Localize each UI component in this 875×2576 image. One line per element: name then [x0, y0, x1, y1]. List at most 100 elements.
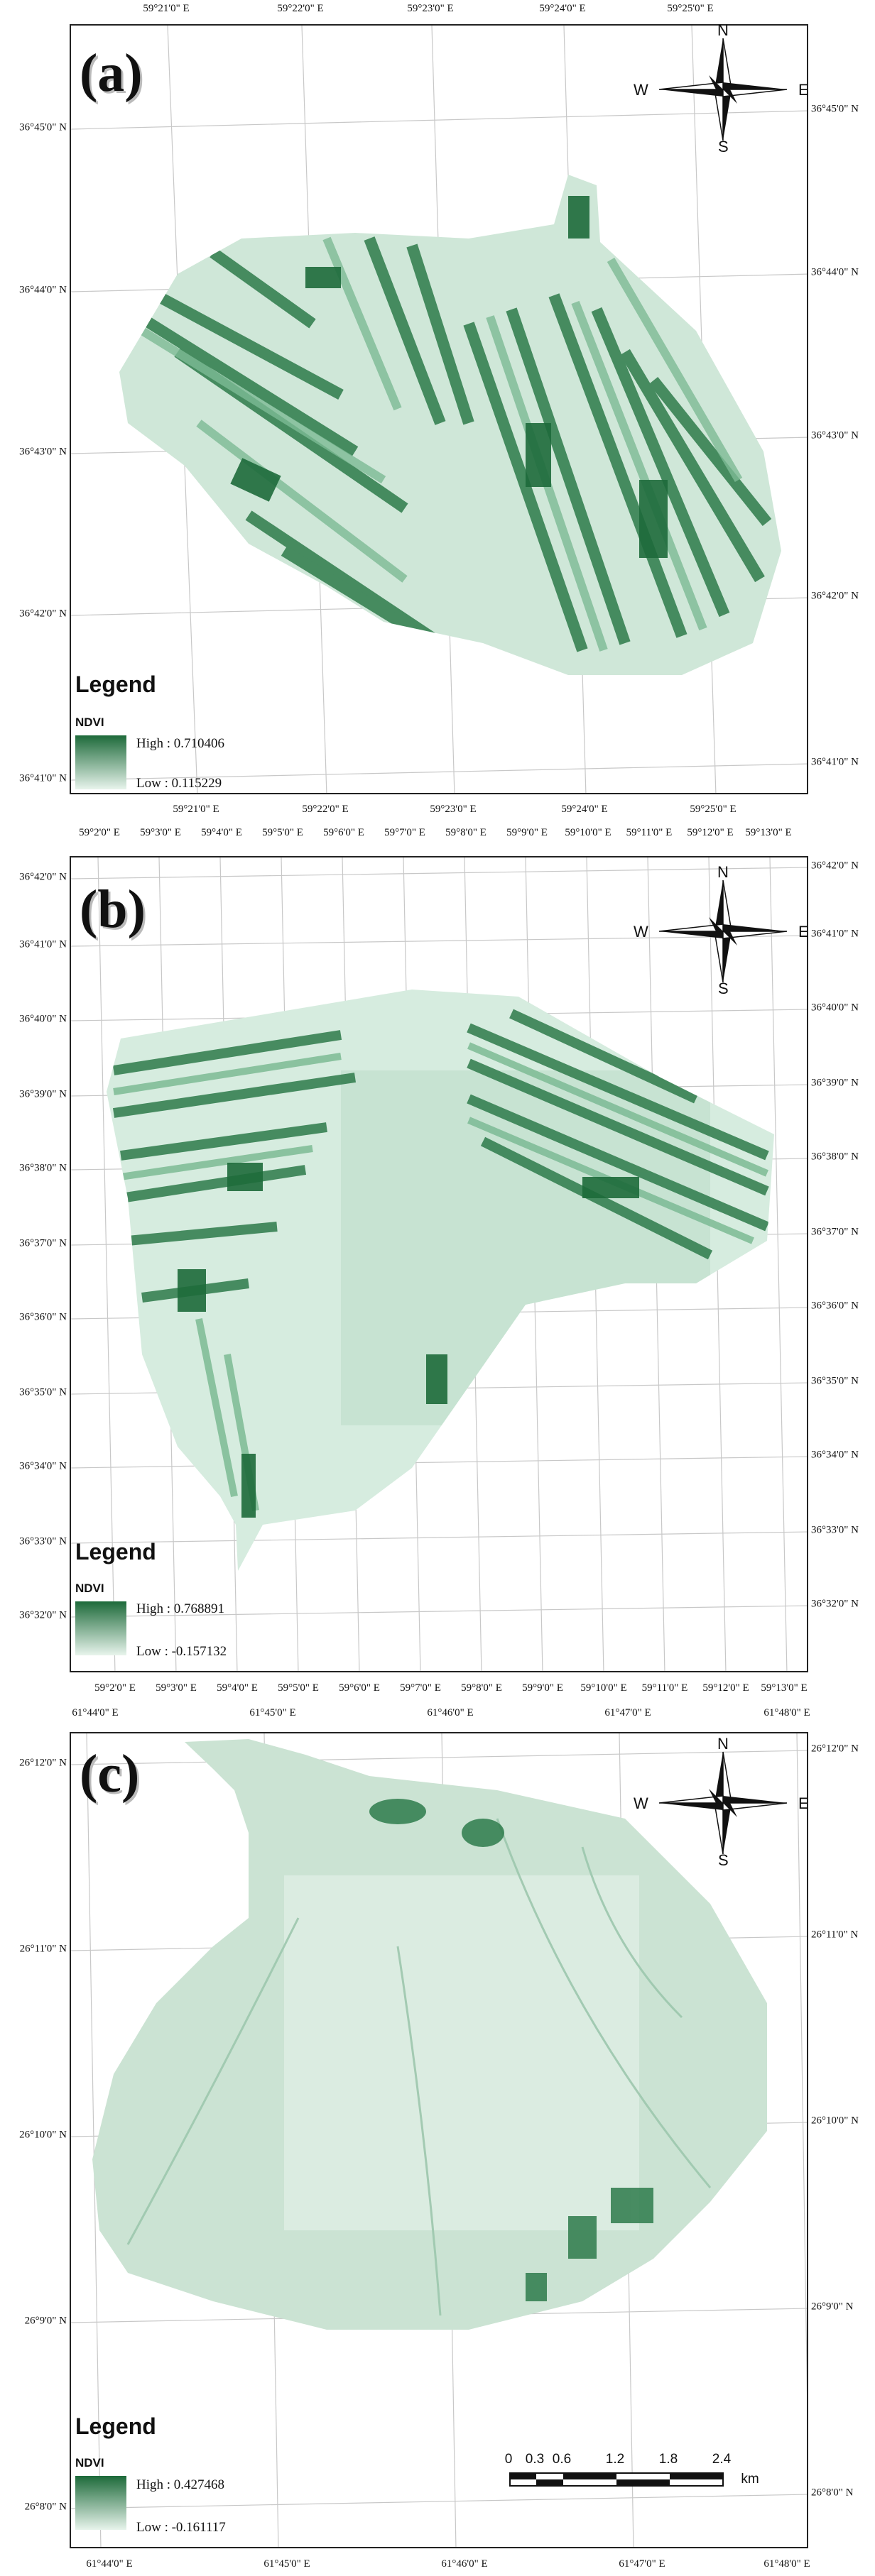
left-tick-b-3: 36°39'0" N [19, 1088, 67, 1100]
compass-w-a: W [634, 81, 648, 99]
right-tick-b-7: 36°35'0" N [811, 1375, 859, 1387]
top-tick-b-2: 59°4'0" E [201, 827, 242, 838]
panel-label-b: (b) [80, 879, 146, 939]
bottom-tick-c-1: 61°45'0" E [263, 2558, 310, 2570]
left-tick-c-2: 26°10'0" N [19, 2129, 67, 2141]
left-tick-a-2: 36°43'0" N [19, 446, 67, 458]
scale-tick-0: 0 [504, 2452, 513, 2467]
map-panel-b: (b) 59°2'0" E 59°3'0" E 59°4'0" E 59°5'0… [0, 823, 875, 1704]
compass-rose-icon [658, 879, 788, 983]
left-tick-b-2: 36°40'0" N [19, 1013, 67, 1025]
bottom-tick-b-4: 59°6'0" E [339, 1682, 380, 1694]
compass-e-a: E [798, 81, 809, 99]
top-tick-b-4: 59°6'0" E [323, 827, 364, 838]
legend-high-b: High : 0.768891 [136, 1601, 225, 1616]
top-tick-a-4: 59°25'0" E [667, 3, 714, 14]
bottom-tick-b-11: 59°13'0" E [761, 1682, 808, 1694]
map-frame-b [70, 856, 808, 1672]
right-tick-c-4: 26°8'0" N [811, 2487, 854, 2499]
compass-n-c: N [717, 1735, 729, 1753]
top-tick-a-0: 59°21'0" E [143, 3, 190, 14]
left-tick-a-0: 36°45'0" N [19, 121, 67, 133]
map-frame-c [70, 1732, 808, 2548]
left-tick-a-1: 36°44'0" N [19, 284, 67, 296]
compass-e-c: E [798, 1794, 809, 1812]
bottom-tick-b-7: 59°9'0" E [522, 1682, 563, 1694]
right-tick-b-0: 36°42'0" N [811, 860, 859, 872]
top-tick-b-9: 59°11'0" E [626, 827, 673, 838]
top-tick-b-1: 59°3'0" E [140, 827, 181, 838]
compass-rose-icon [658, 38, 788, 141]
right-tick-c-1: 26°11'0" N [811, 1929, 859, 1941]
left-tick-b-8: 36°34'0" N [19, 1460, 67, 1472]
legend-low-b: Low : -0.157132 [136, 1644, 227, 1659]
compass-e-b: E [798, 923, 809, 941]
top-tick-b-10: 59°12'0" E [687, 827, 734, 838]
compass-s-b: S [718, 980, 729, 997]
legend-color-ramp-b [75, 1601, 126, 1655]
panel-label-a: (a) [80, 43, 143, 103]
compass-n-a: N [717, 21, 729, 39]
compass-s-c: S [718, 1851, 729, 1869]
bottom-tick-b-3: 59°5'0" E [278, 1682, 319, 1694]
right-tick-a-0: 36°45'0" N [811, 103, 859, 115]
legend-color-ramp-c [75, 2476, 126, 2530]
north-arrow-a: N S W E [634, 21, 809, 155]
right-tick-b-8: 36°34'0" N [811, 1449, 859, 1461]
left-tick-b-4: 36°38'0" N [19, 1162, 67, 1174]
panel-label-c: (c) [80, 1744, 140, 1804]
right-tick-a-1: 36°44'0" N [811, 266, 859, 278]
legend-low-c: Low : -0.161117 [136, 2520, 226, 2535]
bottom-tick-b-9: 59°11'0" E [641, 1682, 688, 1694]
left-tick-c-4: 26°8'0" N [24, 2501, 67, 2513]
left-tick-b-0: 36°42'0" N [19, 871, 67, 883]
legend-title-c: Legend [75, 2413, 156, 2439]
bottom-tick-b-6: 59°8'0" E [461, 1682, 502, 1694]
right-tick-c-0: 26°12'0" N [811, 1743, 859, 1755]
left-tick-b-1: 36°41'0" N [19, 938, 67, 950]
top-tick-a-1: 59°22'0" E [277, 3, 324, 14]
top-tick-c-0: 61°44'0" E [72, 1707, 119, 1719]
bottom-tick-a-3: 59°24'0" E [561, 804, 608, 815]
top-tick-b-6: 59°8'0" E [445, 827, 487, 838]
bottom-tick-b-1: 59°3'0" E [156, 1682, 197, 1694]
bottom-tick-a-4: 59°25'0" E [690, 804, 737, 815]
bottom-tick-c-4: 61°48'0" E [763, 2558, 810, 2570]
legend-color-ramp-a [75, 735, 126, 789]
legend-field-b: NDVI [75, 1582, 104, 1595]
left-tick-a-3: 36°42'0" N [19, 608, 67, 620]
top-tick-c-2: 61°46'0" E [427, 1707, 474, 1719]
top-tick-b-0: 59°2'0" E [79, 827, 120, 838]
north-arrow-b: N S W E [634, 863, 809, 997]
north-arrow-c: N S W E [634, 1735, 809, 1869]
right-tick-b-5: 36°37'0" N [811, 1226, 859, 1238]
top-tick-c-1: 61°45'0" E [249, 1707, 296, 1719]
legend-high-c: High : 0.427468 [136, 2477, 225, 2492]
compass-n-b: N [717, 863, 729, 881]
legend-title-b: Legend [75, 1539, 156, 1564]
right-tick-a-3: 36°42'0" N [811, 590, 859, 602]
top-tick-b-8: 59°10'0" E [565, 827, 612, 838]
scale-tick-5: 2.4 [712, 2452, 732, 2467]
bottom-tick-b-2: 59°4'0" E [217, 1682, 258, 1694]
right-tick-a-4: 36°41'0" N [811, 756, 859, 768]
compass-w-b: W [634, 923, 648, 941]
compass-w-c: W [634, 1794, 648, 1812]
scale-tick-4: 1.8 [658, 2452, 678, 2467]
bottom-tick-c-2: 61°46'0" E [441, 2558, 488, 2570]
right-tick-a-2: 36°43'0" N [811, 429, 859, 442]
bottom-tick-a-1: 59°22'0" E [302, 804, 349, 815]
left-tick-b-7: 36°35'0" N [19, 1386, 67, 1398]
top-tick-c-4: 61°48'0" E [763, 1707, 810, 1719]
right-tick-b-10: 36°32'0" N [811, 1598, 859, 1610]
scale-tick-2: 0.6 [552, 2452, 572, 2467]
bottom-tick-b-5: 59°7'0" E [400, 1682, 441, 1694]
top-tick-b-5: 59°7'0" E [384, 827, 425, 838]
left-tick-b-5: 36°37'0" N [19, 1237, 67, 1249]
legend-low-a: Low : 0.115229 [136, 776, 222, 791]
compass-s-a: S [718, 138, 729, 155]
map-panel-a: (a) 59°21'0" E 59°22'0" E 59°23'0" E 59°… [0, 0, 875, 823]
left-tick-c-3: 26°9'0" N [24, 2315, 67, 2327]
bottom-tick-b-0: 59°2'0" E [94, 1682, 136, 1694]
scale-tick-1: 0.3 [525, 2452, 545, 2467]
